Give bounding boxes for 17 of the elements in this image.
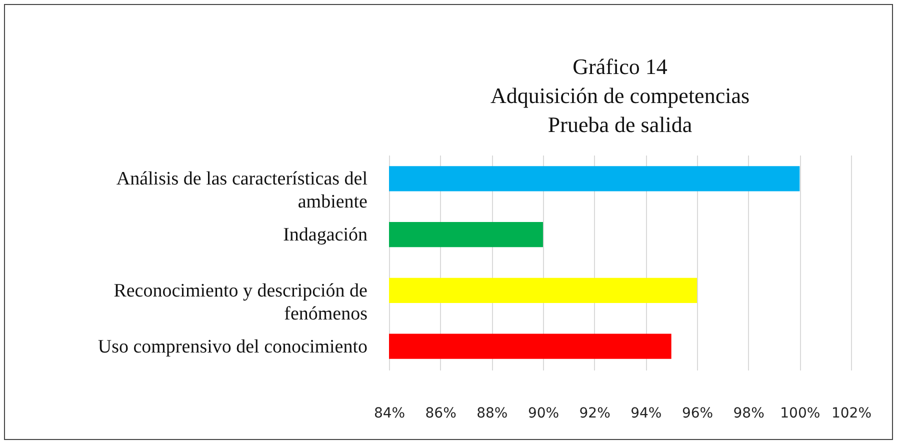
y-tick-label: Indagación xyxy=(283,224,368,246)
x-tick-label: 88% xyxy=(476,406,508,422)
x-tick-label: 100% xyxy=(780,406,820,422)
x-tick-label: 102% xyxy=(831,406,872,422)
text: Adquisición de competencias xyxy=(490,83,750,108)
y-tick-label: Uso comprensivo del conocimiento xyxy=(98,336,368,358)
x-tick-label: 96% xyxy=(682,406,714,422)
y-tick-label: Análisis de las características del ambiente xyxy=(116,168,368,213)
x-tick-label: 92% xyxy=(579,406,610,422)
text: Gráfico 14 xyxy=(572,54,668,79)
y-tick-label: Reconocimiento y descripción de fenómenos xyxy=(114,280,368,324)
x-tick-label: 94% xyxy=(630,406,662,422)
x-tick-label: 84% xyxy=(374,406,406,422)
x-tick-label: 90% xyxy=(528,406,560,422)
x-tick-label: 98% xyxy=(733,406,764,422)
text: Prueba de salida xyxy=(548,112,692,137)
x-tick-label: 86% xyxy=(425,406,456,422)
